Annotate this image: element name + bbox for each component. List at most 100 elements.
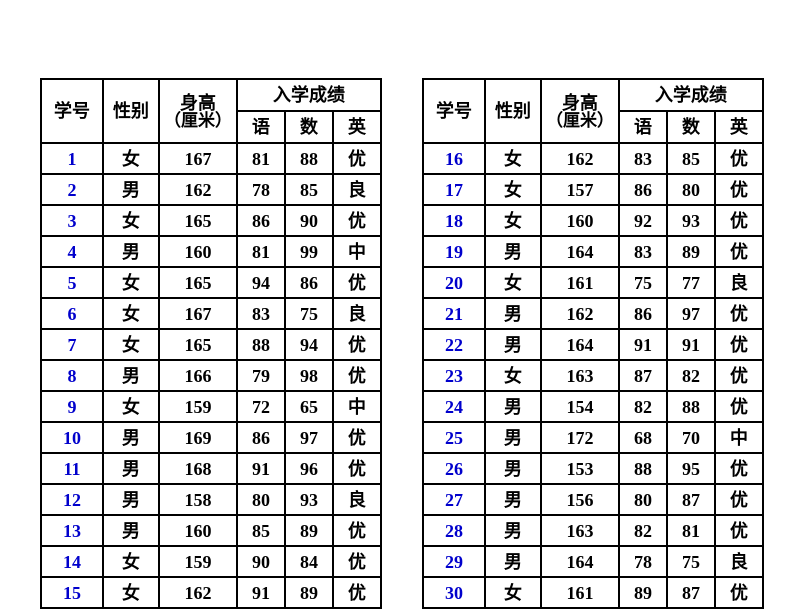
table-row: 6女1678375良	[41, 298, 381, 329]
cell-chinese: 94	[237, 267, 285, 298]
table-row: 24男1548288优	[423, 391, 763, 422]
cell-math: 98	[285, 360, 333, 391]
cell-english: 良	[715, 546, 763, 577]
cell-id: 6	[41, 298, 103, 329]
cell-height: 162	[159, 174, 237, 205]
cell-english: 优	[715, 515, 763, 546]
cell-english: 优	[715, 205, 763, 236]
table-row: 19男1648389优	[423, 236, 763, 267]
table-row: 23女1638782优	[423, 360, 763, 391]
cell-sex: 男	[103, 422, 159, 453]
table-row: 4男1608199中	[41, 236, 381, 267]
cell-height: 157	[541, 174, 619, 205]
cell-sex: 女	[103, 546, 159, 577]
table-row: 9女1597265中	[41, 391, 381, 422]
cell-math: 94	[285, 329, 333, 360]
cell-height: 167	[159, 143, 237, 174]
table-row: 27男1568087优	[423, 484, 763, 515]
cell-english: 优	[333, 577, 381, 608]
table-row: 22男1649191优	[423, 329, 763, 360]
cell-english: 优	[715, 329, 763, 360]
cell-english: 优	[715, 484, 763, 515]
cell-english: 优	[333, 422, 381, 453]
table-row: 29男1647875良	[423, 546, 763, 577]
cell-id: 30	[423, 577, 485, 608]
cell-english: 优	[715, 298, 763, 329]
cell-height: 162	[541, 298, 619, 329]
cell-chinese: 82	[619, 391, 667, 422]
cell-sex: 男	[103, 236, 159, 267]
cell-english: 优	[333, 143, 381, 174]
cell-height: 162	[159, 577, 237, 608]
header-score-group: 入学成绩	[237, 79, 381, 111]
cell-id: 19	[423, 236, 485, 267]
cell-math: 88	[285, 143, 333, 174]
table-row: 15女1629189优	[41, 577, 381, 608]
cell-height: 163	[541, 360, 619, 391]
cell-chinese: 91	[237, 453, 285, 484]
cell-height: 161	[541, 577, 619, 608]
cell-height: 164	[541, 329, 619, 360]
cell-id: 1	[41, 143, 103, 174]
cell-sex: 男	[103, 453, 159, 484]
cell-height: 163	[541, 515, 619, 546]
cell-math: 97	[285, 422, 333, 453]
cell-chinese: 79	[237, 360, 285, 391]
cell-math: 85	[285, 174, 333, 205]
header-math: 数	[667, 111, 715, 143]
cell-english: 中	[333, 391, 381, 422]
cell-math: 65	[285, 391, 333, 422]
header-english: 英	[715, 111, 763, 143]
cell-sex: 女	[485, 143, 541, 174]
cell-sex: 女	[103, 143, 159, 174]
cell-english: 优	[333, 515, 381, 546]
cell-chinese: 86	[619, 298, 667, 329]
cell-id: 28	[423, 515, 485, 546]
cell-sex: 女	[103, 205, 159, 236]
cell-sex: 男	[103, 174, 159, 205]
cell-height: 161	[541, 267, 619, 298]
cell-sex: 男	[103, 360, 159, 391]
cell-id: 9	[41, 391, 103, 422]
cell-id: 24	[423, 391, 485, 422]
cell-english: 优	[715, 236, 763, 267]
cell-id: 18	[423, 205, 485, 236]
cell-sex: 女	[485, 267, 541, 298]
cell-id: 11	[41, 453, 103, 484]
cell-chinese: 85	[237, 515, 285, 546]
table-row: 16女1628385优	[423, 143, 763, 174]
cell-sex: 男	[485, 391, 541, 422]
cell-id: 21	[423, 298, 485, 329]
cell-english: 优	[333, 205, 381, 236]
cell-id: 23	[423, 360, 485, 391]
header-score-group: 入学成绩	[619, 79, 763, 111]
cell-id: 26	[423, 453, 485, 484]
cell-height: 165	[159, 267, 237, 298]
cell-math: 93	[285, 484, 333, 515]
right-table-body: 16女1628385优17女1578680优18女1609293优19男1648…	[423, 143, 763, 608]
left-table-header: 学号 性别 身高 （厘米） 入学成绩 语 数 英	[41, 79, 381, 143]
cell-chinese: 80	[619, 484, 667, 515]
cell-math: 88	[667, 391, 715, 422]
cell-height: 156	[541, 484, 619, 515]
cell-chinese: 72	[237, 391, 285, 422]
cell-height: 160	[159, 236, 237, 267]
cell-id: 3	[41, 205, 103, 236]
cell-height: 167	[159, 298, 237, 329]
cell-chinese: 80	[237, 484, 285, 515]
cell-id: 4	[41, 236, 103, 267]
header-id: 学号	[423, 79, 485, 143]
table-row: 12男1588093良	[41, 484, 381, 515]
table-row: 18女1609293优	[423, 205, 763, 236]
cell-math: 70	[667, 422, 715, 453]
right-table: 学号 性别 身高 （厘米） 入学成绩 语 数 英 16女1628385优17女1…	[422, 78, 764, 609]
cell-sex: 女	[485, 205, 541, 236]
cell-math: 87	[667, 577, 715, 608]
cell-sex: 男	[485, 546, 541, 577]
cell-height: 159	[159, 391, 237, 422]
cell-sex: 男	[485, 236, 541, 267]
cell-id: 29	[423, 546, 485, 577]
cell-id: 20	[423, 267, 485, 298]
cell-height: 162	[541, 143, 619, 174]
table-row: 7女1658894优	[41, 329, 381, 360]
